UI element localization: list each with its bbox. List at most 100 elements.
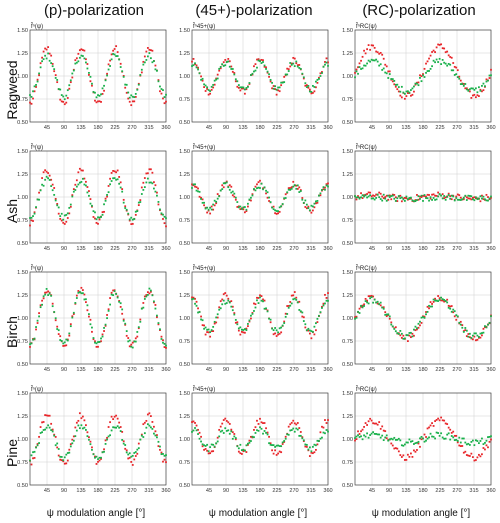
data-point bbox=[437, 300, 440, 302]
data-point bbox=[304, 323, 307, 326]
data-point bbox=[419, 76, 421, 79]
x-tick-label: 270 bbox=[289, 488, 298, 494]
data-point bbox=[242, 86, 245, 89]
data-point bbox=[75, 297, 78, 299]
data-point bbox=[313, 206, 316, 209]
data-point bbox=[69, 445, 72, 448]
data-point bbox=[48, 414, 51, 417]
data-point bbox=[299, 434, 302, 437]
data-point bbox=[311, 205, 314, 208]
data-point bbox=[462, 83, 465, 85]
data-point bbox=[434, 437, 436, 440]
data-point bbox=[94, 99, 96, 102]
data-point bbox=[449, 305, 452, 308]
data-point bbox=[32, 338, 34, 341]
x-tick-label: 90 bbox=[223, 488, 229, 494]
data-point bbox=[490, 196, 492, 199]
data-point bbox=[490, 435, 492, 438]
x-tick-label: 270 bbox=[289, 246, 298, 252]
data-point bbox=[443, 47, 446, 50]
data-point bbox=[77, 424, 80, 427]
data-point bbox=[81, 292, 84, 295]
data-point bbox=[278, 327, 281, 330]
data-point bbox=[112, 426, 115, 429]
data-point bbox=[109, 59, 111, 62]
data-point bbox=[224, 59, 227, 61]
data-point bbox=[91, 330, 93, 333]
data-point bbox=[153, 432, 155, 435]
data-point bbox=[470, 97, 473, 99]
column-title-rc: (RC)-polarization bbox=[362, 2, 475, 19]
y-tick-label: 1.00 bbox=[17, 74, 28, 80]
data-point bbox=[327, 292, 329, 294]
data-point bbox=[400, 96, 403, 99]
data-point bbox=[83, 419, 86, 422]
data-point bbox=[219, 67, 222, 70]
x-tick-label: 315 bbox=[306, 367, 315, 373]
panel-y-label: f̂ⁿ45+(ψ) bbox=[193, 386, 215, 393]
data-point bbox=[134, 95, 137, 98]
data-point bbox=[266, 310, 269, 313]
data-point bbox=[47, 414, 50, 417]
data-point bbox=[231, 194, 234, 197]
x-tick-label: 45 bbox=[206, 488, 212, 494]
data-point bbox=[313, 202, 316, 205]
data-point bbox=[248, 319, 251, 322]
data-point bbox=[302, 439, 305, 442]
data-point bbox=[262, 61, 264, 63]
data-point bbox=[310, 204, 313, 207]
data-point bbox=[83, 49, 86, 52]
data-point bbox=[192, 58, 195, 60]
data-point bbox=[396, 88, 399, 91]
data-point bbox=[206, 88, 209, 90]
data-point bbox=[397, 86, 400, 88]
data-point bbox=[218, 67, 221, 70]
data-point bbox=[447, 304, 450, 307]
data-point bbox=[234, 319, 237, 321]
x-tick-label: 270 bbox=[289, 125, 298, 131]
data-point bbox=[142, 306, 145, 309]
data-point bbox=[464, 194, 467, 197]
data-point bbox=[257, 186, 260, 189]
data-point bbox=[287, 70, 290, 72]
data-point bbox=[198, 190, 201, 193]
data-point bbox=[225, 302, 228, 304]
data-point bbox=[449, 428, 452, 431]
data-point bbox=[234, 198, 237, 201]
data-point bbox=[237, 450, 240, 453]
data-point bbox=[133, 458, 136, 461]
data-point bbox=[124, 323, 127, 326]
data-point bbox=[308, 332, 311, 335]
data-point bbox=[242, 329, 245, 331]
data-point bbox=[360, 59, 362, 62]
data-point bbox=[131, 100, 134, 103]
data-point bbox=[435, 431, 438, 434]
data-point bbox=[62, 342, 65, 345]
data-point bbox=[443, 300, 446, 303]
data-point bbox=[225, 294, 228, 297]
data-point bbox=[60, 219, 63, 222]
data-point bbox=[218, 435, 221, 438]
data-point bbox=[405, 441, 408, 444]
data-point bbox=[393, 79, 396, 82]
data-point bbox=[470, 198, 473, 201]
data-point bbox=[239, 452, 242, 455]
data-point bbox=[56, 79, 59, 81]
data-point bbox=[289, 65, 292, 68]
data-point bbox=[133, 452, 136, 454]
data-point bbox=[95, 96, 98, 99]
data-point bbox=[479, 89, 482, 92]
data-point bbox=[88, 313, 90, 316]
data-point bbox=[257, 423, 260, 425]
data-point bbox=[381, 53, 384, 56]
data-point bbox=[83, 293, 86, 296]
data-point bbox=[375, 197, 378, 199]
data-point bbox=[39, 189, 42, 192]
y-tick-label: 1.00 bbox=[342, 316, 353, 322]
data-point bbox=[194, 427, 196, 429]
data-point bbox=[151, 428, 154, 430]
data-point bbox=[484, 198, 486, 201]
data-point bbox=[277, 89, 280, 92]
